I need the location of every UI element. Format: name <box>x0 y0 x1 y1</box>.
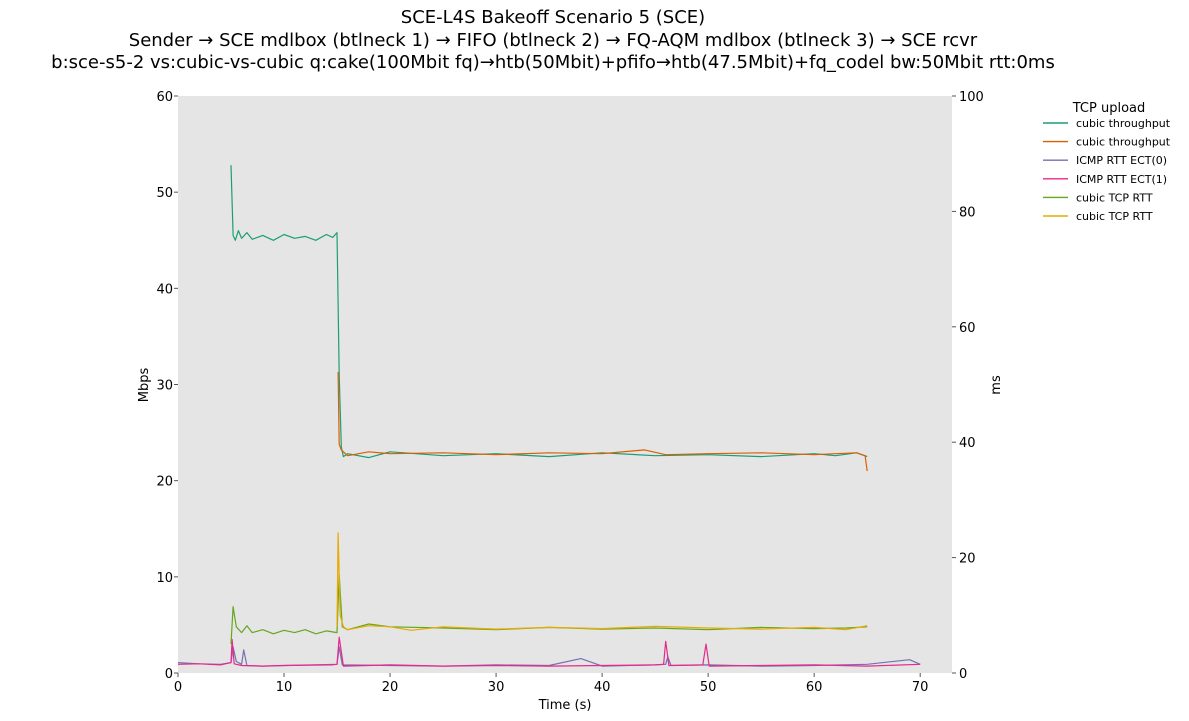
x-tick-label: 0 <box>174 680 182 695</box>
series-line-5 <box>336 532 868 631</box>
x-axis: 0 10 20 30 40 50 60 70 <box>174 673 929 695</box>
plot-area <box>178 96 952 673</box>
series-layer <box>177 165 921 667</box>
x-tick-label: 40 <box>594 680 611 695</box>
x-tick-label: 70 <box>912 680 929 695</box>
y-tick-label: 10 <box>156 571 173 586</box>
y-tick-label: 0 <box>165 667 173 682</box>
y2-tick-label: 100 <box>959 90 984 105</box>
series-line-0 <box>230 165 868 459</box>
y2-tick-label: 20 <box>959 552 976 567</box>
chart-title: SCE-L4S Bakeoff Scenario 5 (SCE) Sender … <box>51 7 1055 73</box>
legend-entry-label: ICMP RTT ECT(0) <box>1076 154 1167 167</box>
y-axis-left: 0 10 20 30 40 50 60 <box>156 90 178 682</box>
y2-tick-label: 80 <box>959 205 976 220</box>
y-tick-label: 50 <box>156 186 173 201</box>
legend-entry-label: cubic TCP RTT <box>1076 191 1153 204</box>
y2-tick-label: 40 <box>959 436 976 451</box>
legend-entry-label: cubic throughput <box>1076 117 1171 130</box>
legend-entry-label: cubic TCP RTT <box>1076 210 1153 223</box>
y-axis-right: 0 20 40 60 80 100 <box>952 90 984 682</box>
legend-entry-label: cubic throughput <box>1076 136 1171 149</box>
legend-entry-label: ICMP RTT ECT(1) <box>1076 173 1167 186</box>
y-tick-label: 20 <box>156 475 173 490</box>
legend-title: TCP upload <box>1072 101 1146 116</box>
x-axis-label: Time (s) <box>538 698 592 713</box>
title-line-2: Sender → SCE mdlbox (btlneck 1) → FIFO (… <box>129 30 978 51</box>
y-tick-label: 30 <box>156 379 173 394</box>
x-tick-label: 30 <box>488 680 505 695</box>
series-line-3 <box>177 636 921 667</box>
x-tick-label: 50 <box>700 680 717 695</box>
y-tick-label: 60 <box>156 90 173 105</box>
y2-tick-label: 60 <box>959 321 976 336</box>
title-line-3: b:sce-s5-2 vs:cubic-vs-cubic q:cake(100M… <box>51 52 1055 73</box>
title-line-1: SCE-L4S Bakeoff Scenario 5 (SCE) <box>401 7 705 28</box>
x-tick-label: 10 <box>276 680 293 695</box>
y2-tick-label: 0 <box>959 667 967 682</box>
y2-axis-label: ms <box>989 375 1004 395</box>
y-axis-label: Mbps <box>137 368 152 403</box>
series-line-1 <box>337 371 868 472</box>
x-tick-label: 20 <box>382 680 399 695</box>
x-tick-label: 60 <box>806 680 823 695</box>
legend: TCP upload cubic throughput cubic through… <box>1043 101 1171 223</box>
y-tick-label: 40 <box>156 282 173 297</box>
